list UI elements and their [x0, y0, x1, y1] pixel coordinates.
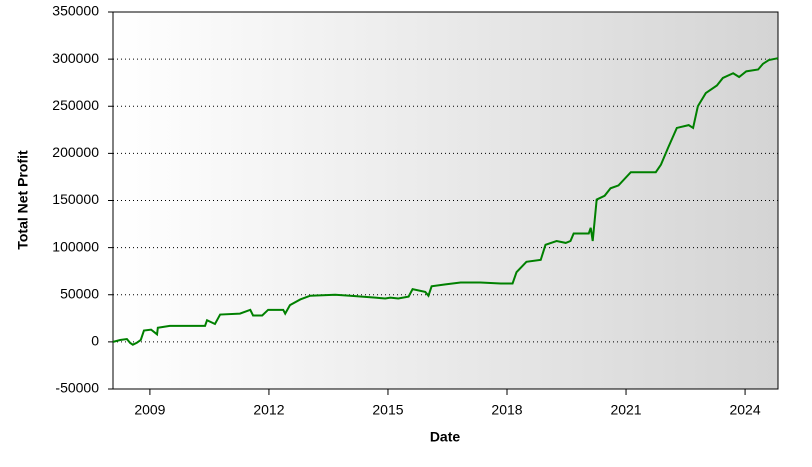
y-tick-label: 100000 — [52, 238, 99, 254]
x-tick-label: 2015 — [372, 402, 403, 418]
y-tick-label: 50000 — [60, 285, 99, 301]
y-tick-label: 350000 — [52, 3, 99, 19]
y-tick-label: 150000 — [52, 191, 99, 207]
y-tick-label: -50000 — [55, 380, 99, 396]
y-tick-label: 300000 — [52, 50, 99, 66]
x-axis-title: Date — [430, 429, 461, 445]
y-axis-title: Total Net Profit — [15, 150, 31, 250]
y-tick-label: 200000 — [52, 144, 99, 160]
x-tick-label: 2021 — [610, 402, 641, 418]
y-tick-label: 250000 — [52, 97, 99, 113]
x-tick-label: 2024 — [729, 402, 760, 418]
y-tick-label: 0 — [91, 333, 99, 349]
line-series — [112, 57, 779, 346]
x-tick-label: 2018 — [491, 402, 522, 418]
x-tick-label: 2009 — [134, 402, 165, 418]
x-tick-label: 2012 — [253, 402, 284, 418]
